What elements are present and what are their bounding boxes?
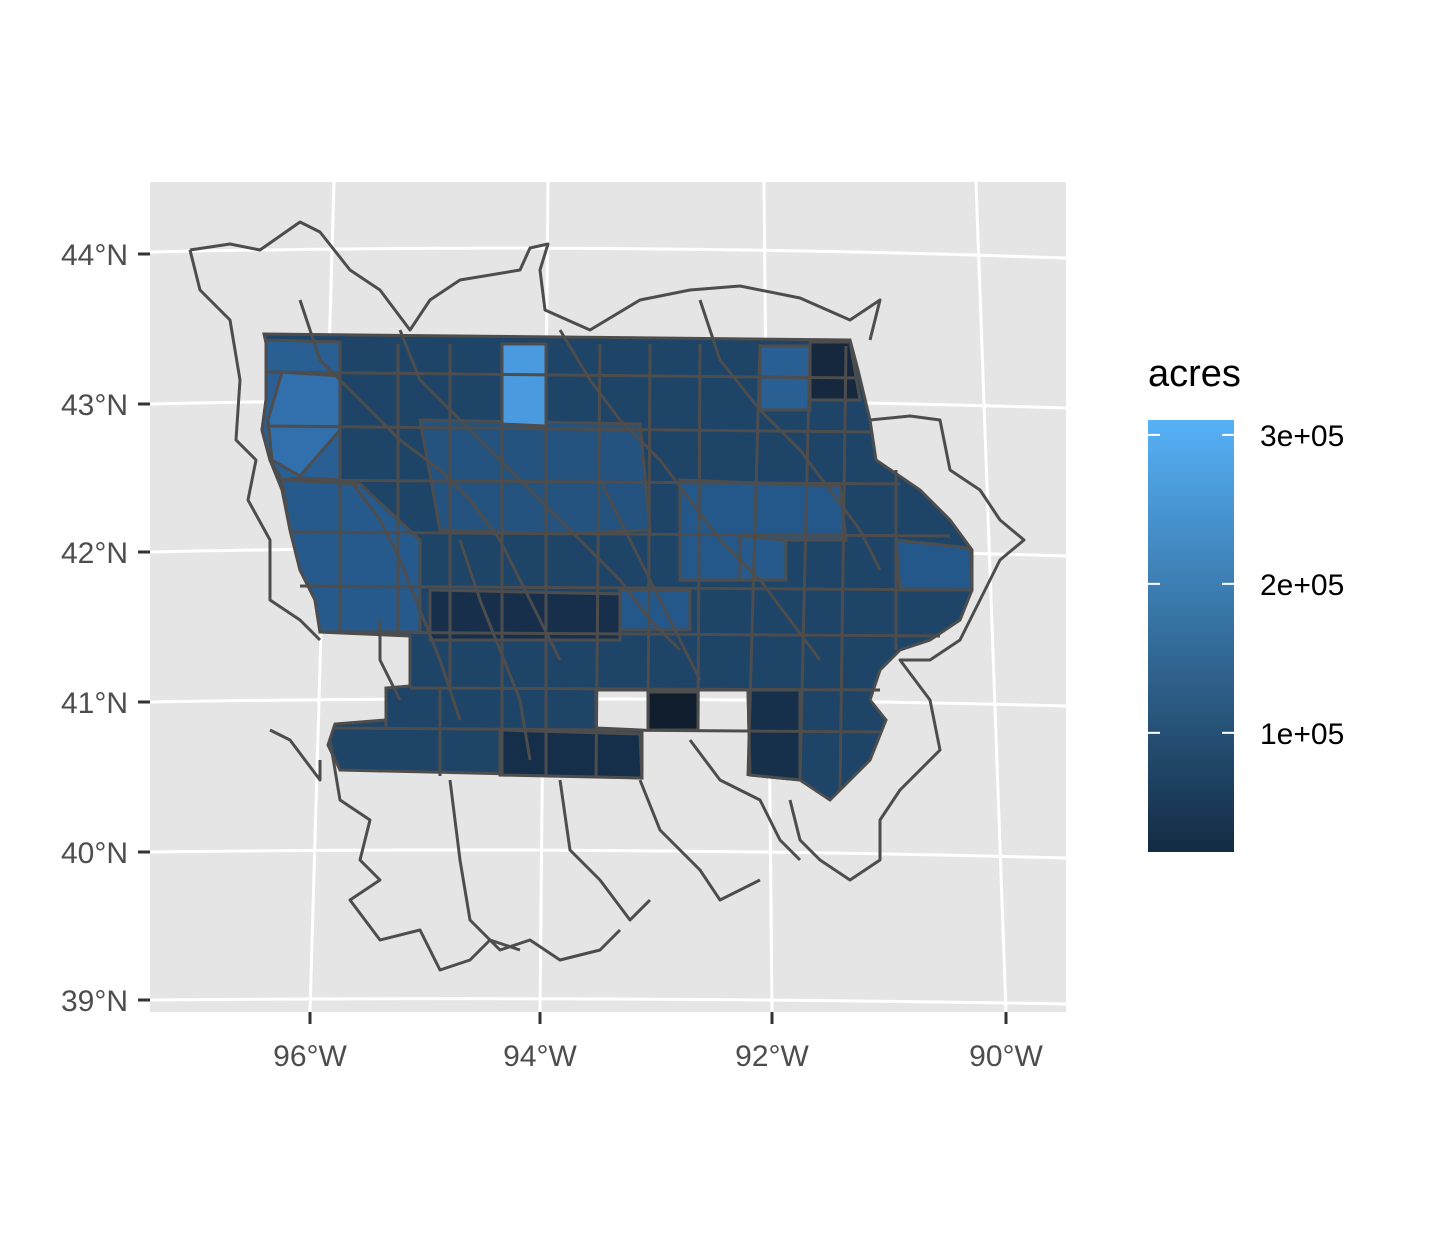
- watershed-southwest: [269, 728, 322, 782]
- county-region-south-dark-2: [428, 588, 622, 642]
- graticule-lat-41: [149, 697, 1067, 708]
- watershed-river-7: [458, 539, 532, 761]
- legend-title: acres: [1148, 353, 1241, 395]
- lat-label: 43°N: [61, 389, 128, 422]
- axis-ticks: [138, 252, 1008, 1024]
- graticule-lat-40: [149, 848, 1067, 860]
- legend-ticks: 3e+05 2e+05 1e+05: [1148, 420, 1344, 751]
- watershed-south-3: [558, 779, 652, 922]
- legend-label: 1e+05: [1260, 718, 1344, 751]
- watershed-west-tail: [378, 620, 402, 701]
- graticule-lat-44: [149, 246, 1067, 260]
- watershed-south-5: [688, 739, 802, 862]
- watershed-south-2: [448, 779, 622, 962]
- lat-label: 40°N: [61, 837, 128, 870]
- county-region-south-dark: [498, 728, 644, 780]
- county-max-acres: [500, 342, 548, 428]
- lon-label: 92°W: [735, 1040, 809, 1073]
- lon-label: 96°W: [273, 1040, 347, 1073]
- county-region-east-4: [894, 538, 974, 592]
- longitude-labels: 96°W 94°W 92°W 90°W: [273, 1040, 1043, 1073]
- legend: acres 3e+05 2e+05 1e+05: [1148, 353, 1344, 852]
- lat-label: 42°N: [61, 537, 128, 570]
- county-darkest: [646, 690, 700, 732]
- lat-label: 39°N: [61, 985, 128, 1018]
- watershed-river-5: [348, 479, 462, 721]
- county-region-central: [418, 418, 652, 536]
- watershed-river-4: [698, 299, 882, 571]
- watershed-river-3: [558, 329, 822, 661]
- lon-label: 90°W: [969, 1040, 1043, 1073]
- watershed-river-6: [598, 479, 702, 681]
- watershed-river-1: [298, 299, 562, 661]
- lat-label: 41°N: [61, 687, 128, 720]
- county-region-east-3: [738, 534, 788, 582]
- watershed-east-edge: [788, 414, 1026, 882]
- graticule-lon-90: [974, 181, 1008, 1013]
- latitude-labels: 44°N 43°N 42°N 41°N 40°N 39°N: [61, 239, 128, 1018]
- county-dark-ne: [808, 340, 862, 402]
- legend-label: 2e+05: [1260, 569, 1344, 602]
- watershed-south-4: [638, 779, 761, 902]
- legend-label: 3e+05: [1260, 420, 1344, 453]
- watershed-west-edge: [188, 249, 322, 642]
- county-fills: [260, 332, 974, 802]
- county-region-southeast: [746, 688, 802, 782]
- county-borders: [265, 343, 971, 791]
- watershed-river-2: [398, 329, 682, 652]
- legend-colorbar: [1148, 420, 1234, 852]
- lat-label: 44°N: [61, 239, 128, 272]
- watershed-south-1: [328, 739, 521, 972]
- watershed-northwest: [189, 220, 882, 341]
- graticule-lat-39: [149, 997, 1067, 1006]
- watershed-outlines: [188, 220, 1026, 972]
- lon-label: 94°W: [503, 1040, 577, 1073]
